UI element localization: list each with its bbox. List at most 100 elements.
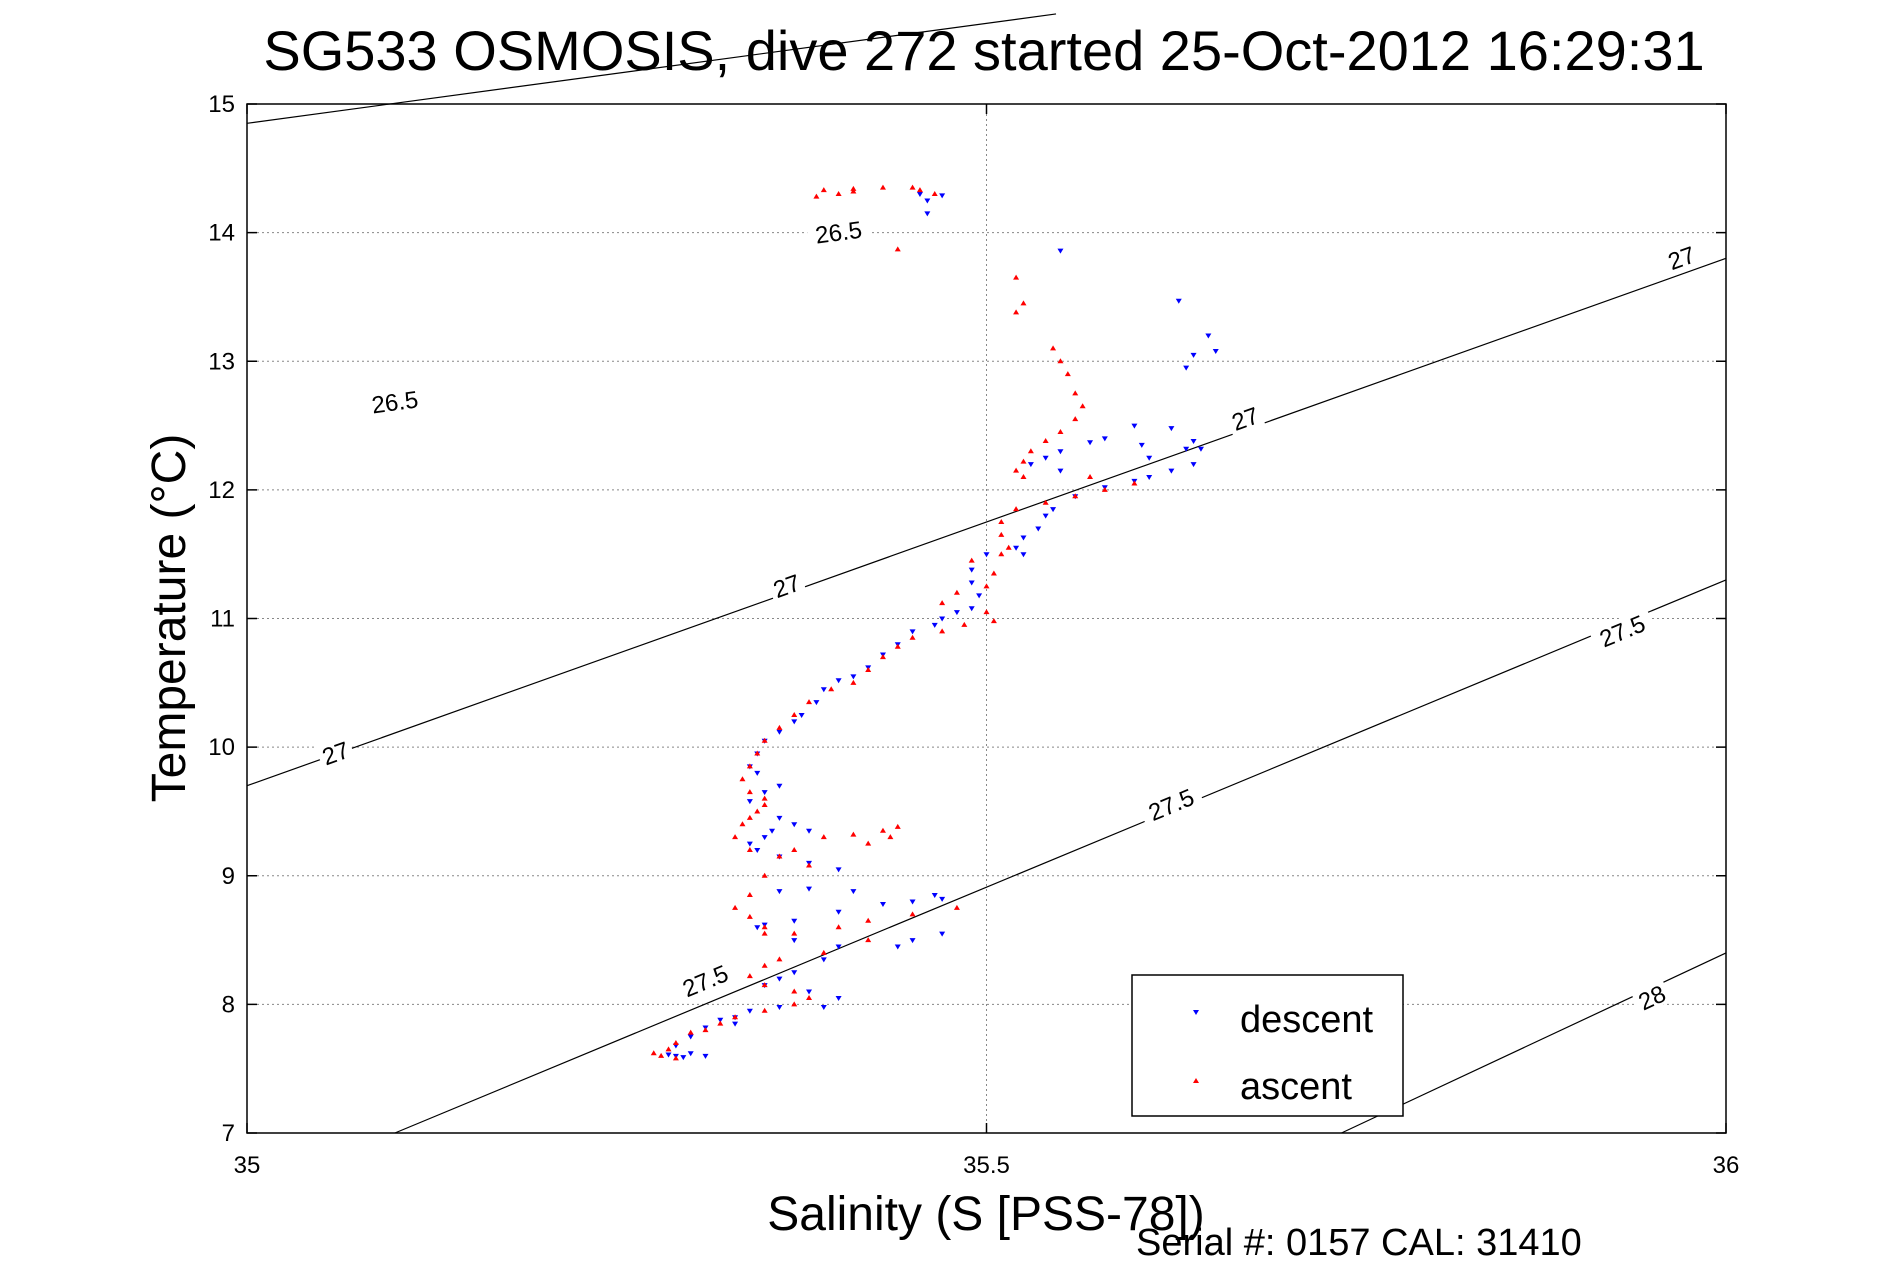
ascent-point xyxy=(746,913,753,919)
ascent-point xyxy=(879,654,886,660)
legend-marker-ascent xyxy=(1193,1078,1199,1083)
descent-point xyxy=(1050,507,1057,513)
descent-point xyxy=(931,622,938,628)
ascent-point xyxy=(732,904,739,910)
descent-point xyxy=(791,918,798,924)
isopycnal-label: 27 xyxy=(1661,240,1702,276)
ascent-point xyxy=(754,750,761,756)
descent-point xyxy=(732,1021,739,1027)
ascent-point xyxy=(1101,486,1108,492)
isopycnal-labels: 26.5 26.5 27 27 27 27 27.5 27.5 27.5 28 xyxy=(315,215,1702,1016)
ascent-point xyxy=(1013,309,1020,315)
ascent-point xyxy=(672,1039,679,1045)
ascent-point xyxy=(776,853,783,859)
ascent-point xyxy=(746,973,753,979)
y-tick-label: 12 xyxy=(208,477,235,504)
descent-point xyxy=(776,889,783,895)
descent-point xyxy=(806,989,813,995)
ascent-point xyxy=(739,821,746,827)
ascent-point xyxy=(791,930,798,936)
ascent-point xyxy=(909,634,916,640)
descent-point xyxy=(1138,442,1145,448)
isopycnal-line xyxy=(246,257,1727,787)
descent-point xyxy=(761,835,768,841)
ascent-point xyxy=(828,686,835,692)
ascent-point xyxy=(1013,274,1020,280)
descent-point xyxy=(1190,438,1197,444)
ascent-point xyxy=(953,904,960,910)
ascent-point xyxy=(761,737,768,743)
ascent-point xyxy=(1079,403,1086,409)
descent-point xyxy=(769,828,776,834)
ascent-point xyxy=(961,621,968,627)
ascent-point xyxy=(1050,345,1057,351)
isopycnal-label-bg xyxy=(806,215,871,248)
ascent-point xyxy=(776,956,783,962)
ascent-point xyxy=(820,834,827,840)
isopycnal-label: 27 xyxy=(315,735,356,771)
ascent-point xyxy=(1027,448,1034,454)
descent-point xyxy=(1042,513,1049,519)
descent-point xyxy=(702,1053,709,1059)
isopycnal-label: 27.5 xyxy=(671,957,739,1004)
x-axis-ticks: 35 35.5 36 xyxy=(234,104,1739,1179)
ascent-point xyxy=(983,609,990,615)
ascent-point xyxy=(1087,474,1094,480)
ascent-point xyxy=(983,583,990,589)
ascent-point xyxy=(909,184,916,190)
ascent-point xyxy=(806,862,813,868)
ascent-point xyxy=(658,1052,665,1058)
isopycnal-label: 28 xyxy=(1631,978,1673,1016)
ascent-point xyxy=(746,847,753,853)
descent-point xyxy=(1087,440,1094,446)
ascent-point xyxy=(998,551,1005,557)
ascent-point xyxy=(990,570,997,576)
ascent-point xyxy=(1013,506,1020,512)
descent-point xyxy=(983,552,990,558)
ascent-point xyxy=(887,834,894,840)
ascent-point xyxy=(1057,358,1064,364)
isopycnal-label: 27.5 xyxy=(1588,607,1656,654)
descent-point xyxy=(1057,468,1064,474)
isopycnal-label-bg xyxy=(1137,781,1205,828)
ascent-point xyxy=(835,191,842,197)
ascent-point xyxy=(791,711,798,717)
descent-point xyxy=(665,1052,672,1058)
ascent-point xyxy=(850,831,857,837)
y-tick-label: 7 xyxy=(222,1120,235,1147)
descent-point xyxy=(680,1055,687,1061)
descent-point xyxy=(791,822,798,828)
ascent-point xyxy=(672,1055,679,1061)
ascent-point xyxy=(1072,416,1079,422)
ascent-point xyxy=(1005,544,1012,550)
ascent-point xyxy=(835,924,842,930)
ascent-point xyxy=(746,814,753,820)
descent-point xyxy=(1027,462,1034,468)
descent-point xyxy=(968,567,975,573)
isopycnal-label-text: 26.5 xyxy=(814,217,864,250)
descent-point xyxy=(776,783,783,789)
descent-point xyxy=(1212,348,1219,354)
descent-point xyxy=(909,629,916,635)
ascent-point xyxy=(1064,371,1071,377)
ascent-point xyxy=(1042,499,1049,505)
ascent-point xyxy=(953,589,960,595)
ascent-point xyxy=(850,188,857,194)
ascent-point xyxy=(806,699,813,705)
descent-point xyxy=(850,674,857,680)
descent-point xyxy=(976,593,983,599)
y-tick-label: 11 xyxy=(210,606,235,633)
ascent-point xyxy=(909,911,916,917)
legend: descent ascent xyxy=(1131,974,1404,1117)
isopycnal-line xyxy=(394,579,1727,1134)
descent-point xyxy=(1190,462,1197,468)
isopycnal-label-text: 27.5 xyxy=(1145,784,1199,827)
descent-point xyxy=(791,938,798,944)
descent-point xyxy=(813,700,820,706)
ascent-point xyxy=(739,776,746,782)
y-axis-ticks: 7 8 9 10 11 12 13 14 15 xyxy=(208,91,1726,1147)
descent-point xyxy=(1168,468,1175,474)
y-tick-label: 8 xyxy=(222,991,235,1018)
isopycnal-label: 26.5 xyxy=(362,385,428,419)
